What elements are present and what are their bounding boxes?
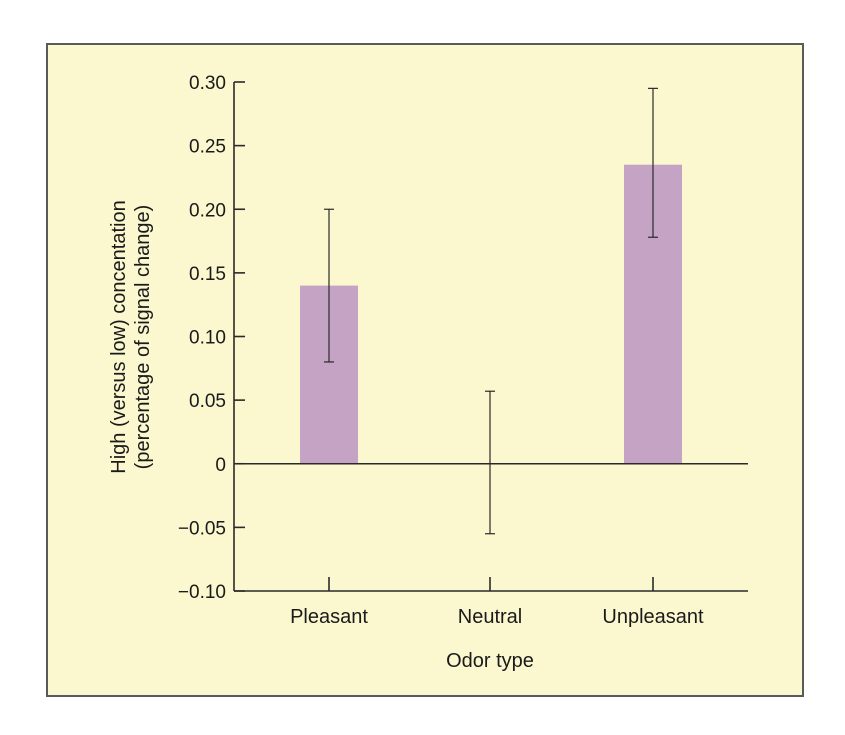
- bars-layer: [300, 164, 682, 464]
- y-tick-label: 0.25: [189, 137, 226, 158]
- y-tick-label: 0.20: [189, 200, 226, 221]
- error-bars-layer: [324, 87, 658, 535]
- error-bar-unpleasant: [648, 87, 658, 238]
- y-tick-label: 0: [215, 455, 226, 476]
- bar-chart: −0.10 −0.05 0 0.05 0.10 0.15 0.20 0.25 0.30 Pleas…: [108, 73, 748, 672]
- axes-layer: [233, 81, 748, 592]
- y-axis-title-line-1: High (versus low) concentation: [108, 200, 130, 473]
- y-tick-label: −0.05: [178, 518, 226, 539]
- labels-layer: −0.10 −0.05 0 0.05 0.10 0.15 0.20 0.25 0.30 Pleas…: [178, 73, 704, 628]
- x-axis-title: Odor type: [446, 650, 534, 672]
- x-tick-label: Unpleasant: [602, 606, 704, 628]
- chart-panel: −0.10 −0.05 0 0.05 0.10 0.15 0.20 0.25 0.30 Pleas…: [46, 43, 804, 697]
- x-tick-label: Pleasant: [290, 606, 368, 628]
- error-bar-pleasant: [324, 208, 334, 363]
- y-tick-label: 0.30: [189, 73, 226, 94]
- error-bar-neutral: [485, 390, 495, 535]
- y-tick-label: 0.10: [189, 328, 226, 349]
- y-axis-title-line-2: (percentage of signal change): [132, 205, 154, 470]
- y-tick-label: 0.15: [189, 264, 226, 285]
- y-tick-label: 0.05: [189, 391, 226, 412]
- y-tick-label: −0.10: [178, 582, 226, 603]
- x-tick-label: Neutral: [458, 606, 522, 628]
